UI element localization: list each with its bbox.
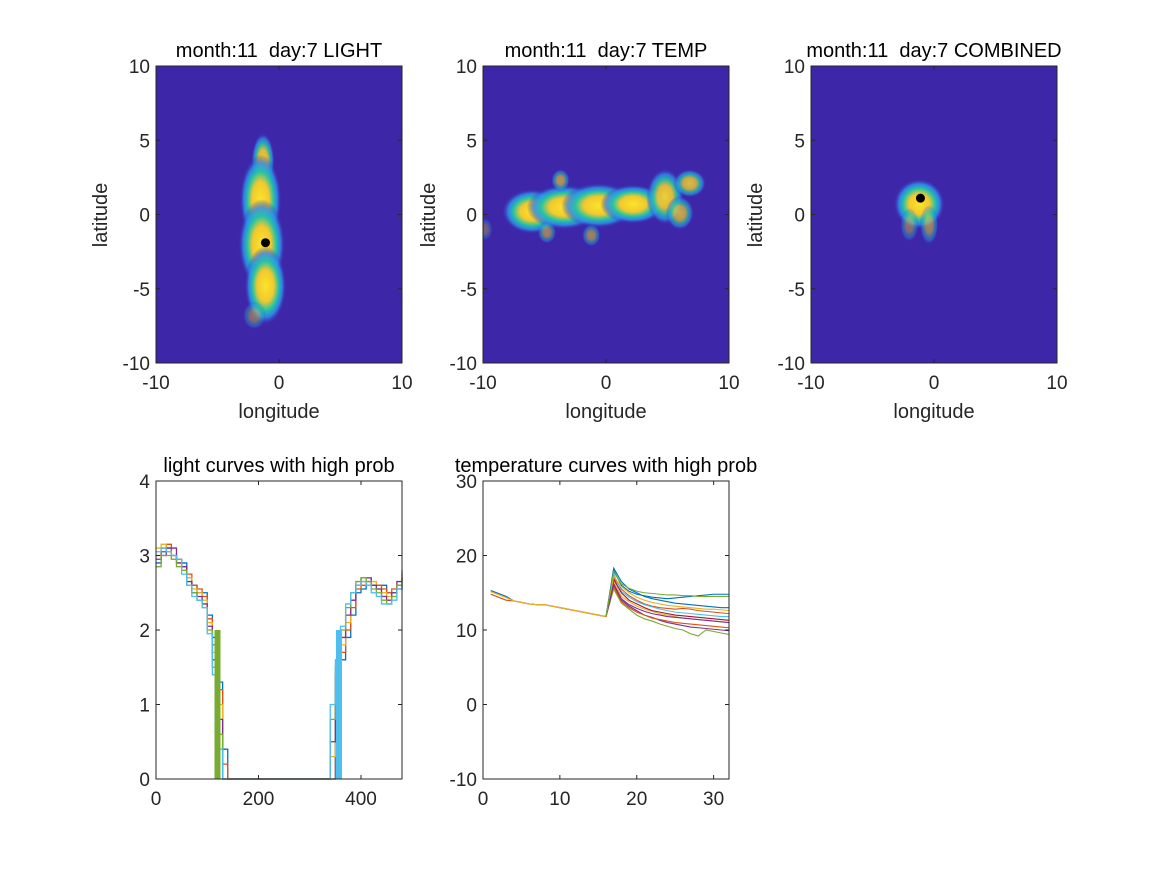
x-tick-label: 30 (703, 789, 724, 810)
x-tick-label: 10 (1046, 373, 1067, 394)
temp-map-xlabel: longitude (565, 401, 646, 423)
light-curve-series (156, 547, 403, 780)
y-tick-label: 10 (456, 57, 477, 78)
y-tick-label: 10 (129, 57, 150, 78)
temp-map-title: month:11 day:7 TEMP (505, 40, 708, 62)
x-tick-label: 20 (626, 789, 647, 810)
axes-box (155, 65, 403, 364)
probability-surface (893, 178, 945, 245)
x-tick-label: 10 (718, 373, 739, 394)
x-tick-label: -10 (797, 373, 824, 394)
axes-box (155, 480, 403, 780)
combined-map-ylabel: latitude (745, 183, 767, 248)
x-tick-label: -10 (142, 373, 169, 394)
y-tick-label: -10 (450, 770, 477, 791)
y-tick-label: 5 (466, 131, 477, 152)
twilight-bar (335, 630, 342, 779)
light-map-xlabel: longitude (238, 401, 319, 423)
x-tick-label: -10 (469, 373, 496, 394)
x-tick-label: 0 (274, 373, 285, 394)
y-tick-label: -5 (788, 280, 805, 301)
temp-map-ylabel: latitude (418, 183, 440, 248)
temperature-curve-series (605, 577, 730, 621)
y-tick-label: 2 (139, 621, 150, 642)
y-tick-label: -10 (778, 354, 805, 375)
axes-box (482, 480, 730, 780)
temperature-curve-series (605, 585, 730, 629)
y-tick-label: 4 (139, 472, 150, 493)
y-tick-label: 5 (139, 131, 150, 152)
light-map-title: month:11 day:7 LIGHT (176, 40, 382, 62)
x-tick-label: 200 (243, 789, 275, 810)
x-tick-label: 0 (929, 373, 940, 394)
y-tick-label: 0 (794, 206, 805, 227)
y-tick-label: 20 (456, 547, 477, 568)
combined-probability-map: -10 0 10 10 5 0 -5 -10 (778, 57, 1068, 394)
y-tick-label: 10 (456, 621, 477, 642)
x-tick-label: 0 (151, 789, 162, 810)
temperature-curve-series (605, 583, 730, 632)
temperature-curve-series (605, 572, 729, 618)
y-tick-label: 0 (466, 696, 477, 717)
y-tick-label: 0 (139, 770, 150, 791)
axes-box (810, 65, 1058, 364)
x-tick-label: 10 (391, 373, 412, 394)
temperature-curve-series (605, 582, 730, 624)
light-curve-series (156, 547, 403, 780)
y-tick-label: 1 (139, 696, 150, 717)
temperature-curve-series (605, 575, 730, 617)
temperature-probability-map: -10 0 10 10 5 0 -5 -10 (450, 57, 740, 394)
light-curves-plot: 0 200 400 4 3 2 1 0 (139, 472, 403, 810)
temp-curves-title: temperature curves with high prob (455, 455, 757, 477)
probability-blob (483, 218, 493, 241)
probability-blob (919, 205, 939, 245)
y-tick-label: -5 (133, 280, 150, 301)
combined-map-title: month:11 day:7 COMBINED (806, 40, 1061, 62)
probability-blob (665, 196, 694, 230)
y-tick-label: -10 (123, 354, 150, 375)
y-tick-label: 3 (139, 547, 150, 568)
x-tick-label: 400 (345, 789, 377, 810)
temperature-baseline-series (490, 591, 607, 618)
light-curve-series (156, 543, 403, 780)
light-probability-map: -10 0 10 10 5 0 -5 -10 (123, 57, 413, 394)
y-tick-label: 0 (139, 206, 150, 227)
probability-blob (551, 169, 570, 192)
light-map-ylabel: latitude (90, 183, 112, 248)
probability-blob (581, 224, 601, 247)
probability-blob (537, 221, 557, 244)
x-tick-label: 10 (549, 789, 570, 810)
twilight-bar (214, 630, 221, 779)
temperature-curve-series (605, 576, 730, 617)
axes-box (482, 65, 730, 364)
light-curve-series (156, 543, 403, 780)
combined-map-xlabel: longitude (893, 401, 974, 423)
y-tick-label: 30 (456, 472, 477, 493)
temperature-curve-series (605, 570, 729, 617)
estimated-location-marker (915, 193, 925, 203)
y-tick-label: -5 (460, 280, 477, 301)
y-tick-label: 5 (794, 131, 805, 152)
x-tick-label: 0 (478, 789, 489, 810)
x-tick-label: 0 (601, 373, 612, 394)
light-curve-series (156, 547, 403, 780)
y-tick-label: 10 (784, 57, 805, 78)
probability-blob (900, 207, 919, 242)
y-tick-label: 0 (466, 206, 477, 227)
temperature-curve-series (605, 568, 729, 617)
estimated-location-marker (260, 238, 270, 248)
light-curves-title: light curves with high prob (163, 455, 394, 477)
probability-blob (673, 169, 706, 198)
probability-surface (483, 168, 706, 247)
temperature-curve-series (605, 587, 730, 637)
probability-blob (242, 301, 267, 330)
y-tick-label: -10 (450, 354, 477, 375)
